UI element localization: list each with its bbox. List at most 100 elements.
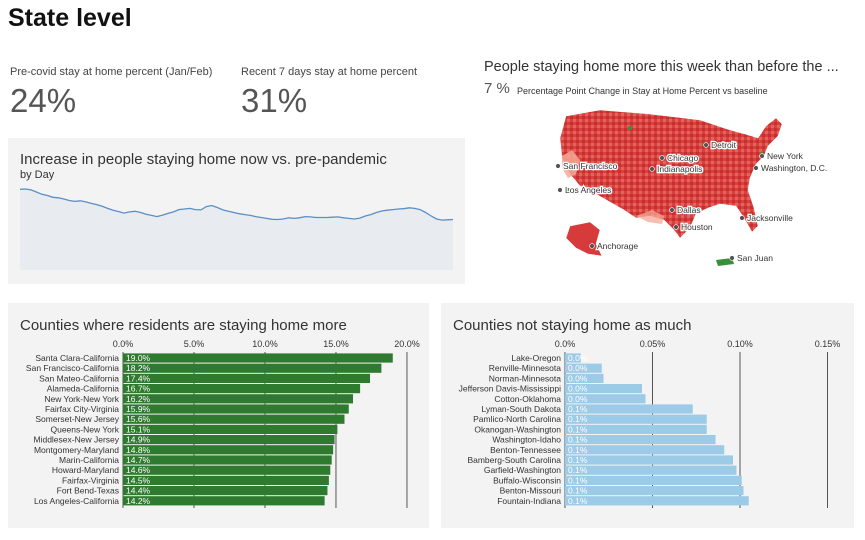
map-city-dot[interactable] [753,165,759,171]
trend-title: Increase in people staying home now vs. … [20,151,387,168]
more-category-label: Santa Clara-California [35,353,119,363]
more-bar[interactable] [123,486,328,496]
map-city-dot[interactable] [703,142,709,148]
more-bar[interactable] [123,384,361,394]
trend-chart [19,188,454,270]
more-category-label: San Francisco-California [26,363,119,373]
map-city-label: New York [767,151,804,161]
more-chart: 0.0% 5.0% 10.0% 15.0% 20.0% Santa Clara-Calif… [26,339,420,508]
trend-area [20,189,453,270]
more-value-label: 14.5% [126,475,151,485]
less-category-label: Cotton-Oklahoma [494,394,561,404]
map-city-dot[interactable] [649,166,655,172]
map-city-label-halo: Dallas [677,205,701,215]
less-value-label: 0.1% [568,435,588,445]
more-category-label: Los Angeles-California [34,496,119,506]
more-bar[interactable] [123,496,325,506]
more-value-label: 18.2% [126,363,151,373]
less-tick-label: 0.15% [815,339,841,349]
map-city-dot[interactable] [729,255,735,261]
less-bar[interactable] [565,404,693,414]
more-category-label: Somerset-New Jersey [35,414,119,424]
less-bar[interactable] [565,486,744,496]
map-city-label-halo: New York [767,151,804,161]
more-bar[interactable] [123,455,332,465]
more-bar[interactable] [123,404,349,414]
page-title: State level [8,4,132,32]
more-bar[interactable] [123,445,334,455]
map-city-dot[interactable] [659,155,665,161]
map-neg-dot-1 [627,125,633,131]
map-city-label: Indianapolis [657,164,702,174]
map-city-dot[interactable] [739,215,745,221]
map-city-label: Detroit [711,140,737,150]
more-value-label: 15.6% [126,414,151,424]
less-bar[interactable] [565,445,725,455]
less-bar[interactable] [565,435,716,445]
map-city-dot[interactable] [759,153,765,159]
more-bar[interactable] [123,373,371,383]
map-low-zone-west [562,150,580,178]
less-panel: Counties not staying home as much 0.0% 0.… [441,303,854,528]
more-bar[interactable] [123,414,345,424]
more-value-label: 14.8% [126,445,151,455]
more-bar[interactable] [123,424,338,434]
less-bar[interactable] [565,475,742,485]
less-category-label: Benton-Missouri [500,486,562,496]
less-category-label: Garfield-Washington [484,465,561,475]
less-category-label: Norman-Minnesota [489,373,562,383]
more-category-label: Marin-California [59,455,119,465]
less-bar[interactable] [565,496,749,506]
less-bar[interactable] [565,414,707,424]
more-value-label: 14.2% [126,496,151,506]
trend-line[interactable] [19,188,454,221]
map-city-dot[interactable] [557,187,563,193]
map-city-label-halo: Los Angeles [565,185,611,195]
less-value-label: 0.0% [568,373,588,383]
more-bar[interactable] [123,363,382,373]
less-value-label: 0.0% [568,384,588,394]
less-category-label: Bamberg-South Carolina [467,455,561,465]
more-category-label: New York-New York [44,394,119,404]
less-value-label: 0.1% [568,455,588,465]
less-bar[interactable] [565,363,602,373]
less-value-label: 0.1% [568,486,588,496]
less-value-label: 0.1% [568,475,588,485]
more-bar[interactable] [123,435,335,445]
more-tick-label: 10.0% [252,339,278,349]
map-puerto-rico [716,258,734,266]
less-value-label: 0.1% [568,445,588,455]
more-bar[interactable] [123,353,393,363]
more-category-label: Fort Bend-Texas [57,486,119,496]
more-category-label: San Mateo-California [39,373,119,383]
less-bar[interactable] [565,455,733,465]
less-bar[interactable] [565,373,604,383]
less-value-label: 0.1% [568,404,588,414]
map-city-label: Jacksonville [747,213,793,223]
less-bar[interactable] [565,424,707,434]
more-category-label: Alameda-California [47,384,120,394]
map-city-dot[interactable] [673,224,679,230]
less-tick-label: 0.05% [640,339,666,349]
less-bar[interactable] [565,465,737,475]
map-city-dot[interactable] [555,163,561,169]
less-bar[interactable] [565,394,646,404]
more-bar[interactable] [123,394,354,404]
map-city-label-halo: Detroit [711,140,737,150]
more-value-label: 14.4% [126,486,151,496]
less-chart: 0.0% 0.05% 0.10% 0.15% Lake-Oregon 0.0% Renvil… [459,339,841,508]
more-bar[interactable] [123,475,329,485]
less-bar[interactable] [565,353,581,363]
more-bar[interactable] [123,465,331,475]
map-low-zone-south [636,210,664,224]
map-city-dot[interactable] [589,243,595,249]
more-value-label: 19.0% [126,353,151,363]
less-category-label: Fountain-Indiana [497,496,561,506]
less-category-label: Lake-Oregon [511,353,561,363]
map-city-dot[interactable] [669,207,675,213]
map-city-label: Houston [681,222,713,232]
less-category-label: Benton-Tennessee [490,445,561,455]
less-bar[interactable] [565,384,642,394]
map-title: People staying home more this week than … [484,59,839,75]
